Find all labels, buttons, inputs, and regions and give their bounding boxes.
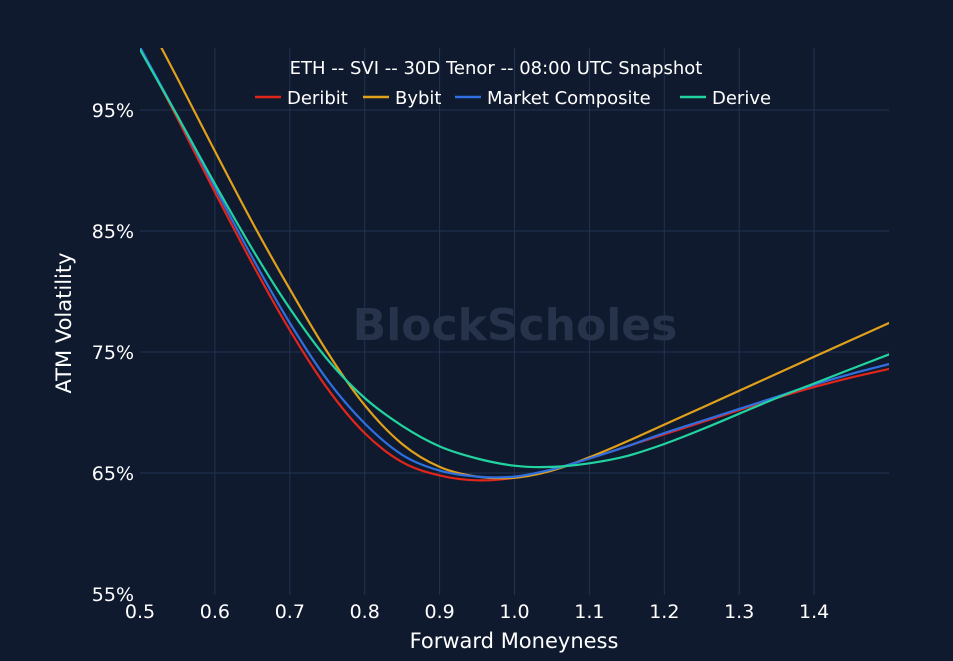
legend-item-bybit[interactable]: Bybit — [363, 88, 442, 109]
x-axis-ticks: 0.5 0.6 0.7 0.8 0.9 1.0 1.1 1.2 1.3 1.4 — [125, 601, 829, 623]
legend-label: Bybit — [395, 88, 442, 109]
legend: Deribit Bybit Market Composite Derive — [255, 88, 771, 109]
y-tick-label: 55% — [92, 584, 134, 606]
legend-item-market-composite[interactable]: Market Composite — [455, 88, 651, 109]
y-tick-label: 95% — [92, 100, 134, 122]
x-tick-label: 1.2 — [649, 601, 679, 623]
grid — [140, 48, 889, 595]
legend-item-derive[interactable]: Derive — [680, 88, 771, 109]
x-tick-label: 1.4 — [799, 601, 829, 623]
x-tick-label: 0.9 — [424, 601, 454, 623]
x-tick-label: 1.3 — [724, 601, 754, 623]
x-tick-label: 0.8 — [350, 601, 380, 623]
chart-title: ETH -- SVI -- 30D Tenor -- 08:00 UTC Sna… — [290, 58, 703, 79]
legend-label: Market Composite — [487, 88, 651, 109]
series-layer — [140, 48, 889, 482]
y-tick-label: 65% — [92, 463, 134, 485]
y-tick-label: 85% — [92, 221, 134, 243]
series-line-market-composite — [140, 48, 889, 479]
y-axis-title: ATM Volatility — [52, 252, 76, 393]
series-line-derive — [140, 48, 889, 469]
x-tick-label: 1.0 — [499, 601, 529, 623]
legend-label: Deribit — [287, 88, 348, 109]
x-tick-label: 1.1 — [574, 601, 604, 623]
watermark: BlockScholes — [353, 300, 678, 351]
legend-label: Derive — [712, 88, 771, 109]
x-axis-title: Forward Moneyness — [410, 629, 619, 653]
x-tick-label: 0.5 — [125, 601, 155, 623]
y-axis-ticks: 55% 65% 75% 85% 95% — [92, 100, 134, 606]
x-tick-label: 0.7 — [275, 601, 305, 623]
y-tick-label: 75% — [92, 342, 134, 364]
legend-item-deribit[interactable]: Deribit — [255, 88, 348, 109]
x-tick-label: 0.6 — [200, 601, 230, 623]
